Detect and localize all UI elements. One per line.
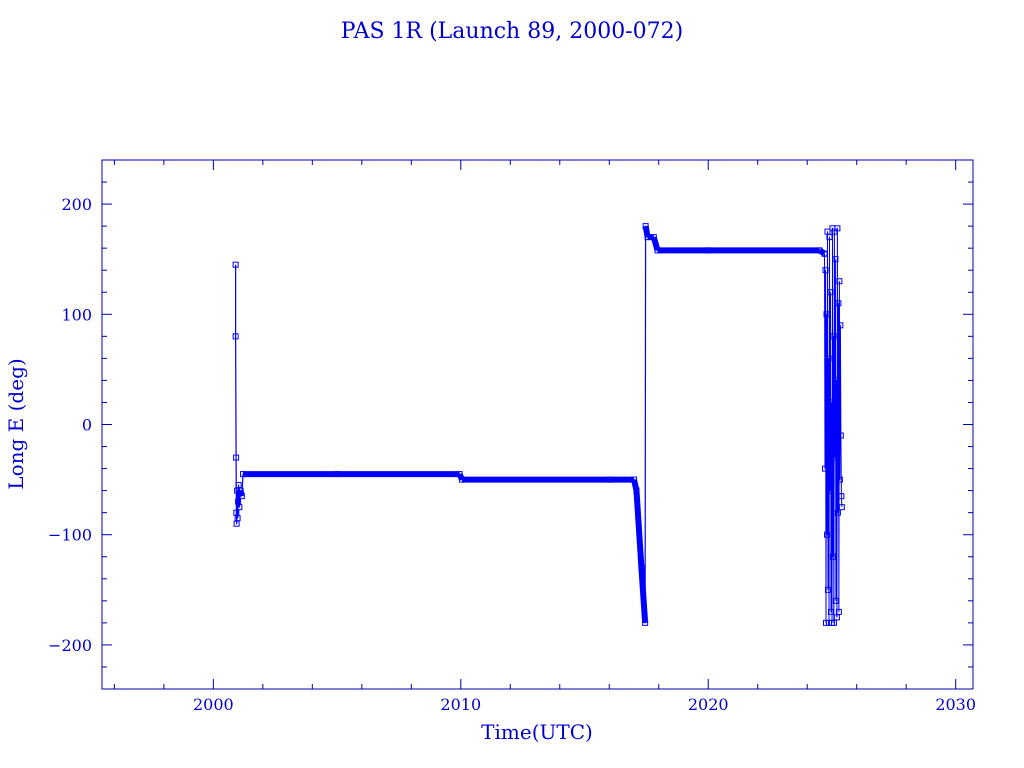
data-point — [232, 261, 239, 268]
data-point — [644, 234, 651, 241]
x-tick-label: 2010 — [440, 695, 481, 714]
data-point — [838, 504, 845, 511]
data-point — [638, 564, 645, 571]
data-point — [606, 476, 613, 483]
y-tick-label: −200 — [48, 636, 92, 655]
data-point — [233, 520, 240, 527]
plot-frame — [101, 159, 974, 690]
data-point — [238, 493, 245, 500]
data-point — [232, 333, 239, 340]
data-point — [838, 493, 845, 500]
data-point — [833, 614, 840, 621]
data-point — [836, 278, 843, 285]
data-point — [234, 515, 241, 522]
data-point — [835, 300, 842, 307]
data-point — [822, 465, 829, 472]
series-band — [642, 225, 651, 238]
data-point — [633, 487, 640, 494]
y-tick-label: 100 — [61, 305, 92, 324]
series-band — [631, 478, 640, 492]
y-tick-label: −100 — [48, 526, 92, 545]
x-tick-label: 2030 — [935, 695, 976, 714]
data-point — [654, 247, 661, 254]
data-point — [234, 487, 241, 494]
data-point — [823, 311, 830, 318]
y-tick-label: 0 — [82, 416, 92, 435]
data-point — [824, 586, 831, 593]
series-line — [235, 225, 825, 624]
data-point — [233, 454, 240, 461]
axis-ticks — [102, 159, 973, 690]
data-point — [825, 355, 832, 362]
data-point — [459, 476, 466, 483]
data-point — [824, 531, 831, 538]
data-point — [631, 476, 638, 483]
data-point — [233, 509, 240, 516]
data-point — [642, 619, 649, 626]
data-point — [830, 333, 837, 340]
data-point — [705, 247, 712, 254]
data-point — [837, 432, 844, 439]
x-axis-label: Time(UTC) — [481, 720, 593, 744]
data-point — [835, 608, 842, 615]
data-point — [235, 482, 242, 489]
data-layer — [232, 223, 845, 626]
data-point — [235, 498, 242, 505]
series-line — [824, 227, 843, 624]
data-point — [236, 504, 243, 511]
x-tick-label: 2000 — [193, 695, 234, 714]
data-point — [834, 509, 841, 516]
data-point — [821, 250, 828, 257]
data-point — [824, 228, 831, 235]
data-point — [831, 454, 838, 461]
data-point — [816, 247, 823, 254]
data-point — [832, 597, 839, 604]
data-point — [830, 619, 837, 626]
data-point — [826, 487, 833, 494]
y-axis-label: Long E (deg) — [4, 358, 28, 489]
data-point — [827, 608, 834, 615]
data-point — [836, 476, 843, 483]
data-point — [456, 471, 463, 478]
data-point — [829, 553, 836, 560]
x-tick-label: 2020 — [688, 695, 729, 714]
chart-title: PAS 1R (Launch 89, 2000-072) — [341, 19, 683, 44]
data-point — [832, 256, 839, 263]
data-point — [827, 289, 834, 296]
data-point — [334, 471, 341, 478]
data-point — [833, 377, 840, 384]
series-band — [650, 236, 661, 252]
data-point — [240, 471, 247, 478]
y-tick-label: 200 — [61, 195, 92, 214]
data-point — [822, 267, 829, 274]
data-point — [837, 322, 844, 329]
data-point — [650, 234, 657, 241]
data-point — [834, 225, 841, 232]
series-band — [638, 567, 649, 624]
tick-labels: 2000 2010 2020 2030 −200 −100 0 100 200 — [48, 195, 976, 714]
data-point — [826, 234, 833, 241]
data-point — [828, 399, 835, 406]
data-point — [237, 487, 244, 494]
series-band — [633, 490, 645, 568]
data-point — [642, 223, 649, 230]
